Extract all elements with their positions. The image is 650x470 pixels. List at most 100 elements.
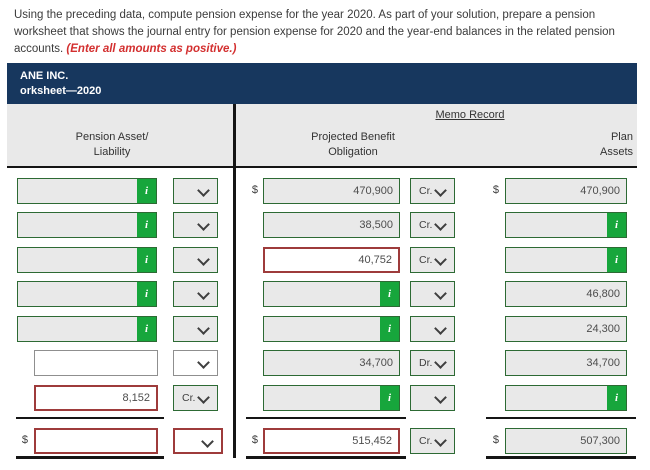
pal-direction-select bbox=[173, 281, 218, 307]
header-rule-line bbox=[7, 166, 637, 168]
company-name: ANE INC. bbox=[20, 70, 69, 82]
pbo-direction-select bbox=[410, 385, 455, 411]
table-row: i i 24,300 bbox=[0, 316, 650, 342]
plan-assets-header: Plan Assets bbox=[473, 130, 633, 160]
pbo-input[interactable] bbox=[263, 247, 400, 273]
instructions-note: (Enter all amounts as positive.) bbox=[66, 43, 237, 55]
pbo-direction-select: Cr. bbox=[410, 178, 455, 204]
info-icon[interactable]: i bbox=[380, 386, 399, 410]
pa-total-input: 507,300 bbox=[505, 428, 627, 454]
worksheet-name: orksheet—2020 bbox=[20, 85, 102, 97]
info-icon[interactable]: i bbox=[137, 213, 156, 237]
instructions-text: Using the preceding data, compute pensio… bbox=[14, 7, 638, 58]
pbo-input: 470,900 bbox=[263, 178, 400, 204]
subtotal-rule-line bbox=[486, 417, 636, 419]
info-icon[interactable]: i bbox=[607, 248, 626, 272]
pa-input: i bbox=[505, 385, 627, 411]
subtotal-rule-line bbox=[246, 417, 406, 419]
pbo-direction-select: Cr. bbox=[410, 212, 455, 238]
pa-input: 470,900 bbox=[505, 178, 627, 204]
info-icon[interactable]: i bbox=[137, 282, 156, 306]
pa-value: 470,900 bbox=[580, 185, 620, 197]
pa-value: 46,800 bbox=[586, 288, 620, 300]
table-row: i $ 470,900 Cr. $ 470,900 bbox=[0, 178, 650, 204]
chevron-down-icon bbox=[197, 218, 210, 231]
pal-direction-select[interactable] bbox=[173, 350, 218, 376]
pbo-direction-select bbox=[410, 316, 455, 342]
pbo-input: i bbox=[263, 385, 400, 411]
pbo-value: 470,900 bbox=[353, 185, 393, 197]
pal-input[interactable] bbox=[34, 385, 158, 411]
dollar-sign: $ bbox=[251, 184, 258, 196]
chevron-down-icon bbox=[197, 253, 210, 266]
dollar-sign: $ bbox=[251, 434, 258, 446]
pal-input: i bbox=[17, 281, 157, 307]
header-line: Obligation bbox=[328, 146, 378, 158]
chevron-down-icon bbox=[201, 435, 214, 448]
info-icon[interactable]: i bbox=[607, 386, 626, 410]
pbo-input: i bbox=[263, 316, 400, 342]
pal-input: i bbox=[17, 212, 157, 238]
dollar-sign: $ bbox=[21, 434, 28, 446]
header-line: Liability bbox=[93, 146, 131, 158]
chevron-down-icon bbox=[434, 184, 447, 197]
chevron-down-icon bbox=[434, 218, 447, 231]
dollar-sign: $ bbox=[492, 434, 499, 446]
pal-direction-select: Cr. bbox=[173, 385, 218, 411]
column-divider-line bbox=[233, 104, 236, 458]
chevron-down-icon bbox=[434, 391, 447, 404]
pa-input: 24,300 bbox=[505, 316, 627, 342]
pal-direction-select bbox=[173, 178, 218, 204]
pa-input: i bbox=[505, 212, 627, 238]
info-icon[interactable]: i bbox=[380, 282, 399, 306]
chevron-down-icon bbox=[434, 434, 447, 447]
chevron-down-icon bbox=[197, 356, 210, 369]
chevron-down-icon bbox=[434, 253, 447, 266]
header-line: Projected Benefit bbox=[311, 131, 395, 143]
pbo-value: 34,700 bbox=[359, 357, 393, 369]
pa-value: 34,700 bbox=[586, 357, 620, 369]
pa-input: i bbox=[505, 247, 627, 273]
direction-value: Dr. bbox=[419, 357, 433, 369]
info-icon[interactable]: i bbox=[137, 179, 156, 203]
chevron-down-icon bbox=[197, 322, 210, 335]
chevron-down-icon bbox=[197, 391, 210, 404]
pal-total-input[interactable] bbox=[34, 428, 158, 454]
chevron-down-icon bbox=[434, 322, 447, 335]
header-line: Assets bbox=[599, 146, 633, 158]
pal-input: i bbox=[17, 316, 157, 342]
info-icon[interactable]: i bbox=[607, 213, 626, 237]
pal-input: i bbox=[17, 178, 157, 204]
direction-value: Cr. bbox=[419, 254, 433, 266]
projected-benefit-obligation-header: Projected Benefit Obligation bbox=[273, 130, 433, 160]
pal-direction-select bbox=[173, 212, 218, 238]
dollar-sign: $ bbox=[492, 184, 499, 196]
info-icon[interactable]: i bbox=[137, 317, 156, 341]
pal-input: i bbox=[17, 247, 157, 273]
info-icon[interactable]: i bbox=[380, 317, 399, 341]
pbo-total-input[interactable] bbox=[263, 428, 400, 454]
pa-input: 34,700 bbox=[505, 350, 627, 376]
direction-value: Cr. bbox=[419, 185, 433, 197]
chevron-down-icon bbox=[197, 184, 210, 197]
header-line: Pension Asset/ bbox=[75, 131, 149, 143]
worksheet-title-bar: ANE INC. orksheet—2020 bbox=[7, 63, 637, 104]
chevron-down-icon bbox=[197, 287, 210, 300]
pal-input[interactable] bbox=[34, 350, 158, 376]
pbo-input: 34,700 bbox=[263, 350, 400, 376]
direction-value: Cr. bbox=[419, 219, 433, 231]
chevron-down-icon bbox=[434, 356, 447, 369]
pbo-input: 38,500 bbox=[263, 212, 400, 238]
table-row: i 38,500 Cr. i bbox=[0, 212, 650, 238]
pbo-value: 38,500 bbox=[359, 219, 393, 231]
table-row: i i 46,800 bbox=[0, 281, 650, 307]
chevron-down-icon bbox=[434, 287, 447, 300]
totals-row: $ $ Cr. $ 507,300 bbox=[0, 428, 650, 454]
pbo-direction-select: Dr. bbox=[410, 350, 455, 376]
info-icon[interactable]: i bbox=[137, 248, 156, 272]
pbo-input: i bbox=[263, 281, 400, 307]
subtotal-rule-line bbox=[16, 417, 164, 419]
pal-total-direction-select[interactable] bbox=[173, 428, 223, 454]
instructions-main: Using the preceding data, compute pensio… bbox=[14, 9, 615, 55]
